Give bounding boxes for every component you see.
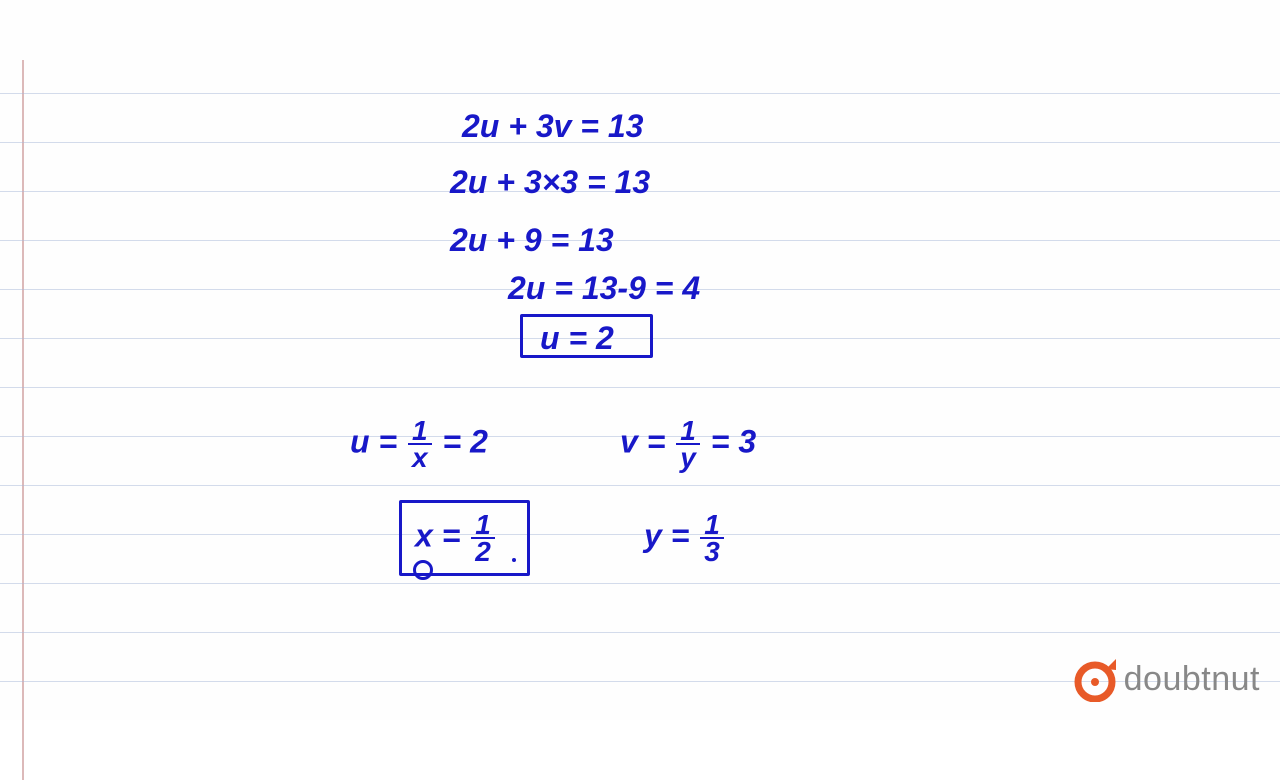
- doubtnut-logo: doubtnut: [1072, 656, 1260, 702]
- equation-line-4: 2u = 13-9 = 4: [508, 270, 700, 307]
- equation-u-sub: u = 1x = 2: [350, 418, 488, 470]
- equation-line-2: 2u + 3×3 = 13: [450, 164, 650, 201]
- doubtnut-text: doubtnut: [1124, 660, 1260, 699]
- ruled-line: [0, 485, 1280, 486]
- v-prefix: v =: [620, 424, 674, 460]
- ruled-line: [0, 583, 1280, 584]
- u-suffix: = 2: [434, 424, 488, 460]
- equation-v-sub: v = 1y = 3: [620, 418, 756, 470]
- fraction-1-over-3: 13: [700, 512, 724, 564]
- ruled-line: [0, 93, 1280, 94]
- ruled-line: [0, 387, 1280, 388]
- ruled-line: [0, 632, 1280, 633]
- y-prefix: y =: [644, 518, 698, 554]
- cursor-circle-icon: [413, 560, 433, 580]
- equation-line-1: 2u + 3v = 13: [462, 108, 643, 145]
- v-suffix: = 3: [702, 424, 756, 460]
- fraction-1-over-y: 1y: [676, 418, 700, 470]
- margin-line: [22, 60, 24, 780]
- answer-box-u: [520, 314, 653, 358]
- doubtnut-icon: [1072, 656, 1118, 702]
- cursor-dot-icon: [512, 558, 516, 562]
- u-prefix: u =: [350, 424, 406, 460]
- equation-line-3: 2u + 9 = 13: [450, 222, 614, 259]
- equation-y-ans: y = 13: [644, 512, 726, 564]
- fraction-1-over-x: 1x: [408, 418, 432, 470]
- ruled-line: [0, 240, 1280, 241]
- ruled-line: [0, 534, 1280, 535]
